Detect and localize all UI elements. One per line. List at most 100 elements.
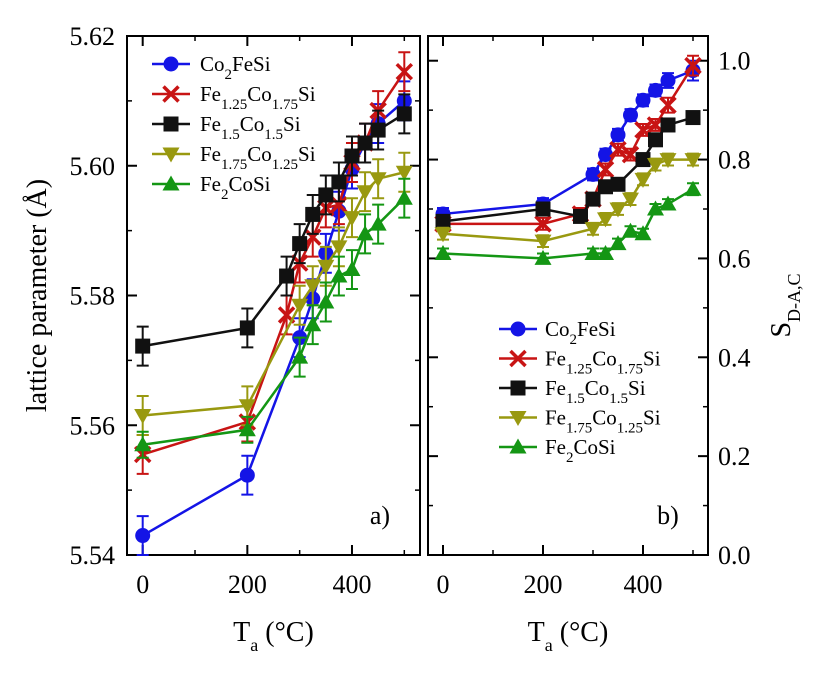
text-span: Co bbox=[247, 82, 272, 106]
series-Fe1.75Co1.25Si bbox=[134, 151, 413, 436]
legend-label: Fe2CoSi bbox=[545, 435, 616, 466]
point-marker bbox=[510, 321, 526, 337]
point-marker bbox=[238, 399, 256, 415]
legend-label: Co2FeSi bbox=[545, 317, 616, 348]
point-marker bbox=[634, 225, 652, 241]
legend-label: Fe1.25Co1.75Si bbox=[545, 347, 661, 378]
legend-label: Fe1.5Co1.5Si bbox=[545, 376, 646, 407]
point-marker bbox=[609, 202, 627, 218]
point-marker bbox=[684, 56, 702, 75]
y-tick-label: 1.0 bbox=[718, 47, 751, 76]
point-marker bbox=[292, 236, 308, 252]
point-marker bbox=[304, 279, 322, 295]
y-tick-label: 5.60 bbox=[70, 152, 116, 181]
text-span: Si bbox=[283, 112, 301, 136]
series-line bbox=[442, 69, 694, 216]
point-marker bbox=[622, 192, 639, 208]
point-marker bbox=[343, 211, 361, 227]
legend-item: Fe1.25Co1.75Si bbox=[499, 347, 661, 378]
legend-label: Co2FeSi bbox=[200, 52, 271, 83]
point-marker bbox=[535, 201, 551, 217]
point-marker bbox=[279, 268, 295, 284]
y-tick-label: 5.62 bbox=[70, 22, 116, 51]
text-span: Co bbox=[592, 347, 617, 371]
point-marker bbox=[369, 215, 387, 231]
point-marker bbox=[510, 380, 526, 396]
series-Fe1.5Co1.5Si bbox=[435, 110, 701, 229]
point-marker bbox=[573, 208, 588, 224]
text-span: Fe bbox=[545, 347, 566, 371]
subscript-text: 1.25 bbox=[617, 421, 643, 437]
point-marker bbox=[162, 85, 180, 103]
x-tick-label: 400 bbox=[624, 570, 663, 599]
series-Fe1.25Co1.75Si bbox=[133, 51, 414, 475]
point-marker bbox=[434, 244, 452, 260]
x-tick-label: 200 bbox=[524, 570, 563, 599]
x-tick-label: 0 bbox=[136, 570, 149, 599]
series-Fe2CoSi bbox=[434, 180, 702, 265]
y-tick-label: 5.56 bbox=[70, 411, 116, 440]
series-Fe1.5Co1.5Si bbox=[135, 93, 412, 367]
point-marker bbox=[635, 92, 651, 108]
y-tick-label: 0.4 bbox=[718, 343, 751, 372]
point-marker bbox=[135, 338, 151, 354]
legend-label: Fe1.25Co1.75Si bbox=[200, 82, 316, 113]
point-marker bbox=[596, 160, 615, 179]
legend-item: Fe2CoSi bbox=[499, 435, 616, 466]
point-marker bbox=[509, 438, 527, 454]
subscript-text: 1.5 bbox=[264, 127, 283, 143]
point-marker bbox=[395, 189, 413, 205]
point-marker bbox=[585, 191, 601, 207]
subscript-text: 1.75 bbox=[221, 157, 247, 173]
text-span: Co bbox=[200, 52, 225, 76]
point-marker bbox=[135, 528, 151, 544]
subscript-text: 1.75 bbox=[617, 362, 643, 378]
x-axis-label: Ta (°C) bbox=[528, 617, 609, 655]
point-marker bbox=[622, 222, 639, 238]
y-axis-label: lattice parameter (Å) bbox=[22, 179, 53, 412]
text-span: Co bbox=[545, 317, 570, 341]
point-marker bbox=[609, 140, 627, 159]
point-marker bbox=[134, 436, 152, 452]
legend-label: Fe1.75Co1.25Si bbox=[545, 406, 661, 437]
chart-panel-b: 0 200 400 0.0 0.2 0.4 0.6 0.8 1.0 Ta (°C) SD-A,C b)… bbox=[427, 35, 804, 655]
point-marker bbox=[304, 228, 322, 246]
point-marker bbox=[647, 200, 664, 216]
x-axis-label-unit: (°C) bbox=[258, 617, 314, 648]
point-marker bbox=[648, 132, 663, 148]
text-span: CoSi bbox=[574, 435, 616, 459]
text-span: Fe bbox=[200, 82, 221, 106]
point-marker bbox=[435, 213, 451, 229]
text-span: Fe bbox=[200, 172, 221, 196]
text-span: Si bbox=[298, 82, 316, 106]
text-span: Fe bbox=[545, 406, 566, 430]
x-axis-label-unit: (°C) bbox=[553, 617, 609, 648]
point-marker bbox=[330, 195, 348, 214]
point-marker bbox=[291, 298, 309, 314]
legend-item: Co2FeSi bbox=[152, 52, 271, 83]
point-marker bbox=[134, 409, 152, 425]
point-marker bbox=[434, 227, 452, 243]
panel-label: b) bbox=[657, 501, 679, 530]
subscript-text: 1.25 bbox=[221, 97, 247, 113]
point-marker bbox=[534, 234, 552, 250]
point-marker bbox=[609, 235, 627, 251]
point-marker bbox=[635, 152, 651, 168]
subscript-text: 2 bbox=[570, 332, 578, 348]
x-axis-label-sub: a bbox=[545, 635, 553, 655]
point-marker bbox=[395, 165, 413, 181]
text-span: Co bbox=[592, 406, 617, 430]
subscript-text: 1.25 bbox=[272, 157, 298, 173]
text-span: Si bbox=[298, 142, 316, 166]
point-marker bbox=[238, 421, 256, 437]
point-marker bbox=[239, 320, 255, 336]
subscript-text: 1.75 bbox=[566, 421, 592, 437]
point-marker bbox=[304, 316, 322, 332]
point-marker bbox=[684, 153, 702, 169]
legend-item: Co2FeSi bbox=[499, 317, 616, 348]
series-Fe2CoSi bbox=[134, 177, 413, 459]
point-marker bbox=[534, 215, 552, 233]
text-span: FeSi bbox=[577, 317, 616, 341]
subscript-text: 1.5 bbox=[609, 391, 628, 407]
legend-label: Fe2CoSi bbox=[200, 172, 271, 203]
